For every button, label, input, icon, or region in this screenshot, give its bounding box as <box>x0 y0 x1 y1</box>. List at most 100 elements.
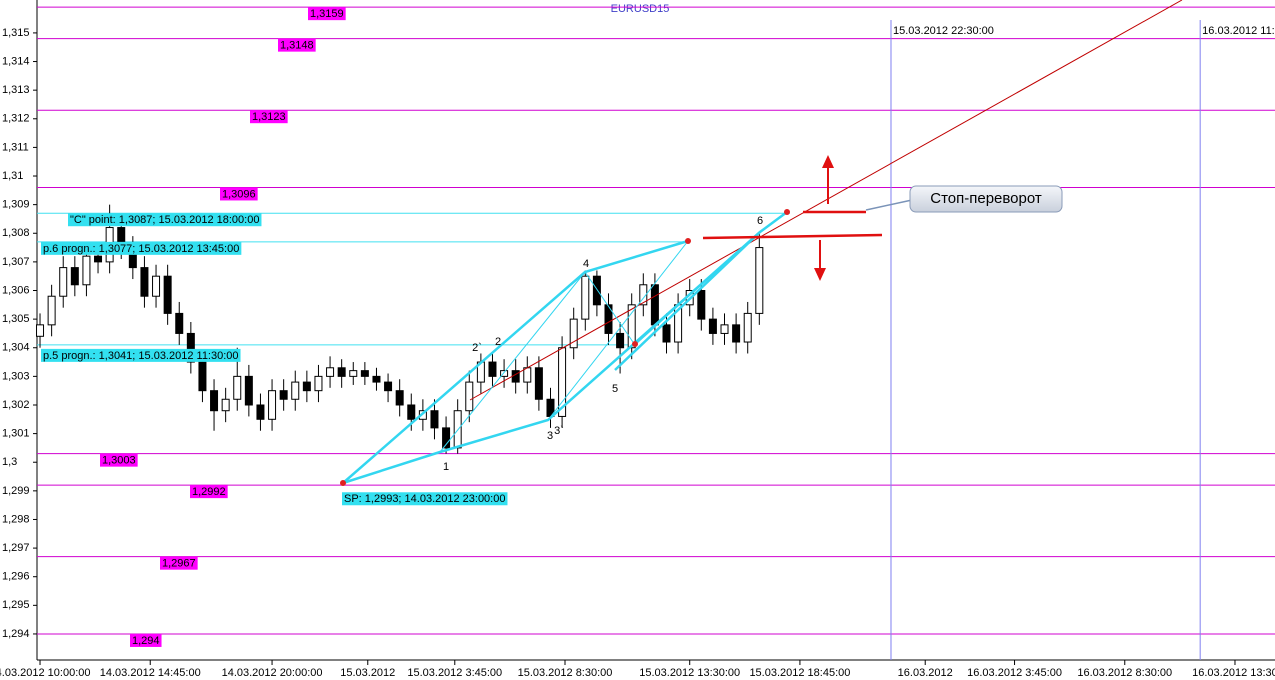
candle-body <box>291 381 300 400</box>
candle-body <box>163 275 172 314</box>
candle-body <box>372 375 381 383</box>
y-tick-label: 1,302 <box>2 399 30 411</box>
candle-body <box>186 332 195 363</box>
pattern-label: 3 <box>547 430 553 442</box>
level-label: 1,3159 <box>310 8 344 20</box>
callout-pointer <box>865 199 913 211</box>
candle-body <box>488 361 497 377</box>
level-label: 1,2992 <box>192 486 226 498</box>
y-tick-label: 1,314 <box>2 55 30 67</box>
callout-box <box>909 185 1063 213</box>
arrow-head <box>822 155 834 168</box>
callout-text: Стоп-переворот <box>930 190 1042 207</box>
pattern-line <box>439 231 761 453</box>
pattern-label: 1 <box>443 461 449 473</box>
candle-body <box>616 332 625 349</box>
y-tick-label: 1,308 <box>2 227 30 239</box>
candle-body <box>662 324 671 343</box>
candle-body <box>650 284 659 326</box>
y-tick-label: 1,296 <box>2 571 30 583</box>
candle-body <box>581 275 590 320</box>
y-tick-label: 1,299 <box>2 485 30 497</box>
level-label: 1,294 <box>132 635 160 647</box>
candles-layer <box>36 204 764 454</box>
y-tick-label: 1,315 <box>2 27 30 39</box>
arrow-head <box>814 268 826 281</box>
candle-body <box>732 324 741 343</box>
candle-body <box>349 370 358 377</box>
candle-body <box>743 312 752 343</box>
candle-body <box>534 367 543 400</box>
y-tick-label: 1,303 <box>2 370 30 382</box>
candle-body <box>314 375 323 392</box>
candle-body <box>523 367 532 383</box>
candle-body <box>430 410 439 429</box>
annotation-label: SP: 1,2993; 14.03.2012 23:00:00 <box>344 493 505 505</box>
x-tick-label: 14.03.2012 14:45:00 <box>100 667 201 679</box>
x-tick-label: 16.03.2012 8:30:00 <box>1077 667 1172 679</box>
level-label-bg <box>278 38 316 52</box>
pattern: 1 2` 2 3 3` 4 5 6 Стоп-переворот <box>340 0 1183 486</box>
x-tick-label: 15.03.2012 18:45:00 <box>749 667 850 679</box>
y-tick-label: 1,305 <box>2 313 30 325</box>
candle-body <box>221 398 230 412</box>
candle-body <box>465 381 474 412</box>
candle-body <box>59 267 68 297</box>
x-tick-label: 16.03.2012 3:45:00 <box>967 667 1062 679</box>
y-tick-label: 1,311 <box>2 141 29 153</box>
annotation-label: p.5 progn.: 1,3041; 15.03.2012 11:30:00 <box>43 350 239 362</box>
level-label-bg <box>220 187 258 201</box>
trend-line <box>469 0 1183 401</box>
level-label-bg <box>308 7 346 21</box>
candle-body <box>720 324 729 334</box>
pattern-label: 2` <box>472 342 482 354</box>
pattern-line <box>614 231 761 371</box>
x-tick-label: 15.03.2012 13:30:00 <box>639 667 740 679</box>
chart-title: EURUSD15 <box>611 3 670 15</box>
level-label-bg <box>190 485 228 499</box>
candle-body <box>175 312 184 334</box>
candle-body <box>198 361 207 392</box>
time-line-label: 16.03.2012 11: <box>1202 25 1275 37</box>
level-label-bg <box>100 453 138 467</box>
candle-body <box>511 370 520 383</box>
annotation-label-bg <box>41 241 242 255</box>
annotation-label-bg <box>41 348 241 362</box>
level-label-bg <box>250 110 288 124</box>
pattern-label: 3` <box>554 425 564 437</box>
candle-body <box>708 318 717 334</box>
candle-body <box>360 370 369 377</box>
level-label: 1,3003 <box>102 455 136 467</box>
y-tick-label: 1,312 <box>2 113 30 125</box>
y-tick-label: 1,295 <box>2 599 30 611</box>
pattern-point <box>784 209 790 215</box>
candle-body <box>384 381 393 392</box>
x-tick-label: 15.03.2012 <box>340 667 395 679</box>
pattern-label: 5 <box>612 383 618 395</box>
candle-body <box>442 427 451 449</box>
level-label: 1,3096 <box>222 188 256 200</box>
time-line-label: 15.03.2012 22:30:00 <box>893 25 994 37</box>
y-tick-label: 1,3 <box>2 456 17 468</box>
y-tick-label: 1,304 <box>2 342 30 354</box>
candle-body <box>210 390 219 412</box>
y-tick-label: 1,297 <box>2 542 30 554</box>
candle-body <box>302 381 311 392</box>
candle-body <box>256 404 265 420</box>
grid-layer <box>33 6 1275 665</box>
pattern-point <box>340 480 346 486</box>
candle-body <box>70 267 79 286</box>
annotation-label-bg <box>342 492 508 506</box>
x-tick-label: 14.03.2012 20:00:00 <box>222 667 323 679</box>
candle-body <box>244 375 253 406</box>
y-tick-label: 1,294 <box>2 628 30 640</box>
y-tick-label: 1,313 <box>2 84 30 96</box>
pattern-point <box>632 341 638 347</box>
candle-body <box>94 255 103 263</box>
x-tick-label: 16.03.2012 <box>898 667 953 679</box>
x-tick-label: 15.03.2012 8:30:00 <box>518 667 613 679</box>
level-label: 1,3148 <box>280 40 314 52</box>
y-tick-label: 1,301 <box>2 428 30 440</box>
pattern-point <box>685 238 691 244</box>
